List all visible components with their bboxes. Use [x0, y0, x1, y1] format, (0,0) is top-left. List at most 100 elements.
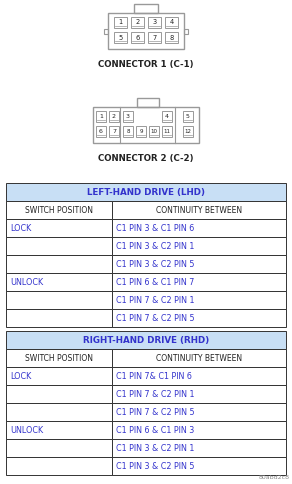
Text: 1: 1 [119, 19, 123, 26]
Bar [149, 127, 159, 138]
Bar [112, 238, 286, 256]
Bar [136, 99, 159, 108]
Bar [162, 112, 172, 123]
Text: C1 PIN 3 & C2 PIN 5: C1 PIN 3 & C2 PIN 5 [117, 462, 195, 470]
Bar [6, 385, 112, 403]
Text: RIGHT-HAND DRIVE (RHD): RIGHT-HAND DRIVE (RHD) [83, 336, 209, 345]
Text: SWITCH POSITION: SWITCH POSITION [25, 206, 93, 215]
Bar [165, 33, 178, 44]
Bar [165, 18, 178, 29]
Bar [6, 403, 112, 421]
Bar [112, 309, 286, 327]
Bar [109, 112, 119, 123]
Text: 3: 3 [126, 114, 130, 119]
Text: C1 PIN 3 & C2 PIN 5: C1 PIN 3 & C2 PIN 5 [117, 260, 195, 269]
Bar [148, 33, 161, 44]
Text: 80abd2c8: 80abd2c8 [259, 474, 290, 479]
Text: 9: 9 [139, 129, 143, 134]
Text: 7: 7 [112, 129, 116, 134]
Text: C1 PIN 6 & C1 PIN 3: C1 PIN 6 & C1 PIN 3 [117, 425, 195, 435]
Text: 1: 1 [99, 114, 103, 119]
Bar [112, 367, 286, 385]
Bar [131, 33, 144, 44]
Bar [123, 127, 133, 138]
Text: CONNECTOR 2 (C-2): CONNECTOR 2 (C-2) [98, 154, 194, 163]
Text: CONNECTOR 1 (C-1): CONNECTOR 1 (C-1) [98, 60, 194, 69]
Bar [112, 385, 286, 403]
Bar [112, 457, 286, 475]
Text: CONTINUITY BETWEEN: CONTINUITY BETWEEN [156, 354, 242, 363]
Text: LEFT-HAND DRIVE (LHD): LEFT-HAND DRIVE (LHD) [87, 188, 205, 197]
Bar [6, 309, 112, 327]
Text: 4: 4 [169, 19, 174, 26]
Text: 2: 2 [135, 19, 140, 26]
Bar [184, 30, 188, 34]
Bar [6, 183, 286, 201]
Bar [112, 256, 286, 273]
Bar [112, 349, 286, 367]
Bar [183, 127, 193, 138]
Bar [96, 112, 106, 123]
Text: UNLOCK: UNLOCK [10, 425, 43, 435]
Bar [123, 112, 133, 123]
Text: C1 PIN 3 & C2 PIN 1: C1 PIN 3 & C2 PIN 1 [117, 242, 195, 251]
Bar [112, 273, 286, 291]
Text: LOCK: LOCK [10, 224, 31, 233]
Bar [148, 18, 161, 29]
Text: 3: 3 [152, 19, 157, 26]
Text: C1 PIN 7 & C2 PIN 1: C1 PIN 7 & C2 PIN 1 [117, 390, 195, 399]
Text: C1 PIN 7 & C2 PIN 5: C1 PIN 7 & C2 PIN 5 [117, 314, 195, 323]
Bar [109, 127, 119, 138]
Text: 8: 8 [126, 129, 130, 134]
Bar [114, 18, 127, 29]
Bar [114, 33, 127, 44]
Bar [136, 127, 146, 138]
Text: UNLOCK: UNLOCK [10, 278, 43, 287]
Bar [93, 108, 199, 144]
Bar [6, 332, 286, 349]
Bar [131, 18, 144, 29]
Text: C1 PIN 7& C1 PIN 6: C1 PIN 7& C1 PIN 6 [117, 372, 192, 381]
Bar [6, 238, 112, 256]
Bar [6, 273, 112, 291]
Bar [112, 291, 286, 309]
Bar [183, 112, 193, 123]
Text: 2: 2 [112, 114, 116, 119]
Bar [112, 421, 286, 439]
Bar [6, 256, 112, 273]
Bar [6, 367, 112, 385]
Text: 6: 6 [99, 129, 103, 134]
Text: 6: 6 [135, 34, 140, 41]
Bar [134, 5, 158, 14]
Text: 11: 11 [164, 129, 171, 134]
Text: 4: 4 [165, 114, 169, 119]
Bar [6, 349, 112, 367]
Bar [6, 220, 112, 238]
Text: 8: 8 [169, 34, 174, 41]
Bar [112, 439, 286, 457]
Text: SWITCH POSITION: SWITCH POSITION [25, 354, 93, 363]
Bar [112, 403, 286, 421]
Bar [6, 421, 112, 439]
Text: 12: 12 [185, 129, 192, 134]
Text: C1 PIN 6 & C1 PIN 7: C1 PIN 6 & C1 PIN 7 [117, 278, 195, 287]
Text: 7: 7 [152, 34, 157, 41]
Text: C1 PIN 3 & C2 PIN 1: C1 PIN 3 & C2 PIN 1 [117, 443, 195, 453]
Bar [108, 14, 184, 50]
Text: LOCK: LOCK [10, 372, 31, 381]
Bar [6, 201, 112, 220]
Text: CONTINUITY BETWEEN: CONTINUITY BETWEEN [156, 206, 242, 215]
Bar [6, 439, 112, 457]
Bar [112, 201, 286, 220]
Text: C1 PIN 3 & C1 PIN 6: C1 PIN 3 & C1 PIN 6 [117, 224, 195, 233]
Bar [112, 220, 286, 238]
Text: 5: 5 [186, 114, 190, 119]
Bar [96, 127, 106, 138]
Text: 5: 5 [118, 34, 123, 41]
Bar [6, 457, 112, 475]
Text: 10: 10 [150, 129, 157, 134]
Bar [162, 127, 172, 138]
Text: C1 PIN 7 & C2 PIN 1: C1 PIN 7 & C2 PIN 1 [117, 296, 195, 305]
Bar [6, 291, 112, 309]
Bar [104, 30, 108, 34]
